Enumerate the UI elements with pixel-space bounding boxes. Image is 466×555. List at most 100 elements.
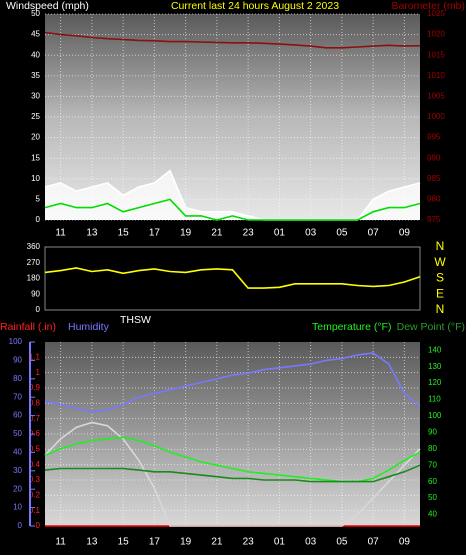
x-tick-label: 09 [399, 228, 411, 239]
y2-tick-label: 975 [427, 215, 441, 224]
x-tick-label: 23 [243, 537, 255, 548]
y-tick-label: 0.3 [29, 475, 41, 484]
y-tick-label: 360 [27, 242, 41, 251]
y2-tick-label: N [436, 239, 445, 253]
y3-tick-label: 10 [13, 503, 22, 512]
x-tick-label: 05 [336, 537, 348, 548]
y-tick-label: 25 [31, 112, 40, 121]
y3-tick-label: 30 [13, 466, 22, 475]
series-line [44, 267, 421, 289]
x-tick-label: 11 [55, 537, 66, 548]
y-tick-label: 0 [36, 521, 41, 530]
x-tick-label: 15 [118, 537, 130, 548]
y3-tick-label: 60 [13, 411, 22, 420]
plot-area [44, 246, 421, 311]
x-tick-label: 13 [86, 537, 98, 548]
x-tick-label: 21 [211, 537, 223, 548]
y-tick-label: 0.1 [29, 506, 41, 515]
y-tick-label: 0.5 [29, 444, 41, 453]
barometer-label: Barometer (mb) [391, 0, 465, 12]
y2-tick-label: 140 [428, 345, 442, 354]
series-line [44, 464, 421, 483]
x-tick-label: 19 [180, 537, 192, 548]
thsw-label: THSW [120, 314, 151, 326]
y2-tick-label: 130 [428, 362, 442, 371]
y-tick-label: 10 [31, 174, 40, 183]
y-tick-label: 40 [31, 50, 40, 59]
series-line [44, 421, 421, 527]
y-tick-label: 0.2 [29, 490, 41, 499]
y-tick-label: 20 [31, 133, 40, 142]
y2-tick-label: W [434, 255, 446, 269]
y2-tick-label: 70 [428, 460, 437, 469]
y3-tick-label: 90 [13, 356, 22, 365]
chart-title: Current last 24 hours August 2 2023 [171, 0, 339, 12]
y2-tick-label: 100 [428, 411, 442, 420]
y3-tick-label: 80 [13, 374, 22, 383]
wind-label: Windspeed (mph) [6, 0, 89, 12]
x-tick-label: 11 [55, 228, 66, 239]
humidity-legend: Humidity [68, 321, 110, 333]
x-tick-label: 03 [305, 537, 317, 548]
y2-tick-label: 990 [427, 153, 441, 162]
y2-tick-label: 1000 [427, 112, 445, 121]
x-tick-label: 17 [149, 537, 161, 548]
y3-tick-label: 100 [9, 337, 23, 346]
y2-tick-label: 1020 [427, 30, 445, 39]
y2-tick-label: 90 [428, 427, 437, 436]
y2-tick-label: 80 [428, 444, 437, 453]
y-tick-label: 0.4 [29, 460, 41, 469]
y2-tick-label: 50 [428, 493, 437, 502]
x-tick-label: 05 [336, 228, 348, 239]
y2-tick-label: 995 [427, 133, 441, 142]
x-tick-label: 23 [243, 228, 255, 239]
x-tick-label: 03 [305, 228, 317, 239]
y3-tick-label: 70 [13, 392, 22, 401]
y2-tick-label: E [436, 286, 444, 300]
y-tick-label: 35 [31, 71, 40, 80]
y-tick-label: 0.7 [29, 414, 41, 423]
x-tick-label: 21 [211, 228, 223, 239]
y-tick-label: 0.9 [29, 383, 41, 392]
series-line [44, 198, 421, 221]
y-tick-label: 180 [27, 274, 41, 283]
y-tick-label: 50 [31, 9, 40, 18]
y3-tick-label: 0 [18, 521, 23, 530]
series-line [44, 31, 421, 49]
y3-tick-label: 40 [13, 448, 22, 457]
rain-legend: Rainfall (.in) [0, 321, 56, 333]
y-tick-label: 0 [36, 305, 41, 314]
y-tick-label: 1 [36, 368, 41, 377]
x-tick-label: 07 [368, 537, 380, 548]
y2-tick-label: 985 [427, 174, 441, 183]
y2-tick-label: 120 [428, 378, 442, 387]
x-tick-label: 07 [368, 228, 380, 239]
y-tick-label: 5 [36, 195, 41, 204]
y3-tick-label: 20 [13, 484, 22, 493]
series-line [44, 352, 421, 413]
y-tick-label: 1.1 [29, 352, 41, 361]
y2-tick-label: S [436, 271, 444, 285]
temperature-legend: Temperature (°F) [312, 321, 391, 333]
y2-tick-label: 40 [428, 510, 437, 519]
y2-tick-label: 1005 [427, 92, 445, 101]
x-tick-label: 19 [180, 228, 192, 239]
x-tick-label: 15 [118, 228, 130, 239]
dewpoint-legend: Dew Point (°F) [397, 321, 465, 333]
y-tick-label: 15 [31, 153, 40, 162]
x-tick-label: 17 [149, 228, 161, 239]
y2-tick-label: 1010 [427, 71, 445, 80]
y2-tick-label: 60 [428, 477, 437, 486]
y-tick-label: 45 [31, 30, 40, 39]
y2-tick-label: 1025 [427, 9, 445, 18]
y-tick-label: 0.8 [29, 398, 41, 407]
y-tick-label: 30 [31, 92, 40, 101]
x-tick-label: 13 [86, 228, 98, 239]
y2-tick-label: 980 [427, 195, 441, 204]
y-tick-label: 0 [36, 215, 41, 224]
y2-tick-label: 110 [428, 395, 441, 404]
x-tick-label: 01 [274, 537, 286, 548]
y3-tick-label: 50 [13, 429, 22, 438]
y2-tick-label: N [436, 302, 445, 316]
